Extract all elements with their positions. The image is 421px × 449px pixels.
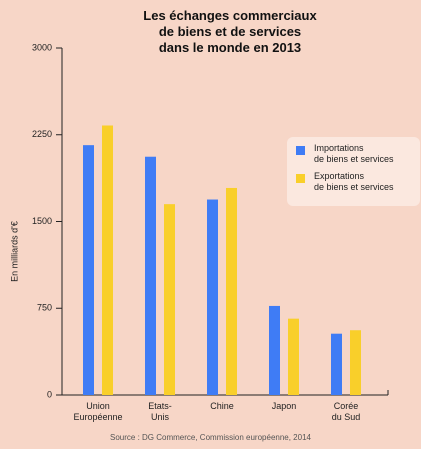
y-tick-label: 0: [47, 389, 52, 399]
y-tick-label: 1500: [32, 216, 52, 226]
legend: Importations de biens et services Exporta…: [287, 137, 420, 206]
x-tick-label: Chine: [210, 401, 234, 411]
bar: [145, 156, 156, 395]
legend-label: Exportations de biens et services: [314, 171, 394, 192]
y-tick-label: 3000: [32, 42, 52, 52]
y-axis-label: En milliards d'€: [9, 221, 20, 282]
x-tick-label: Japon: [271, 401, 297, 411]
x-tick-label: Corée du Sud: [331, 401, 361, 422]
source: Source : DG Commerce, Commission europée…: [110, 433, 311, 442]
x-tick-label: Union Européenne: [73, 401, 123, 422]
x-tick-label: Etats- Unis: [148, 401, 172, 422]
bar: [288, 318, 299, 395]
bar: [226, 187, 237, 395]
bar: [102, 125, 113, 395]
bar: [331, 333, 342, 395]
y-tick-label: 750: [37, 303, 52, 313]
legend-swatch: [296, 174, 305, 183]
bar: [164, 204, 175, 395]
bar: [207, 199, 218, 395]
legend-label: Importations de biens et services: [314, 143, 394, 164]
bar: [350, 330, 361, 395]
bar: [269, 305, 280, 395]
legend-swatch: [296, 146, 305, 155]
chart-title: Les échanges commerciaux de biens et de …: [143, 8, 317, 55]
y-tick-label: 2250: [32, 129, 52, 139]
bar: [83, 145, 94, 395]
